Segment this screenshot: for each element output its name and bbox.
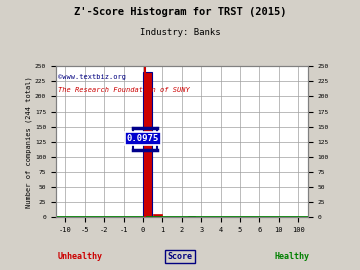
Text: 0.0975: 0.0975 bbox=[127, 134, 159, 143]
Bar bbox=[143, 72, 153, 217]
Text: ©www.textbiz.org: ©www.textbiz.org bbox=[58, 74, 126, 80]
Text: The Research Foundation of SUNY: The Research Foundation of SUNY bbox=[58, 87, 190, 93]
Y-axis label: Number of companies (244 total): Number of companies (244 total) bbox=[26, 76, 32, 208]
Bar bbox=[188, 216, 195, 217]
Text: Industry: Banks: Industry: Banks bbox=[140, 28, 220, 37]
Bar bbox=[153, 214, 162, 217]
Text: Z'-Score Histogram for TRST (2015): Z'-Score Histogram for TRST (2015) bbox=[74, 7, 286, 17]
Text: Healthy: Healthy bbox=[275, 252, 310, 261]
Text: Unhealthy: Unhealthy bbox=[58, 252, 103, 261]
Text: Score: Score bbox=[167, 252, 193, 261]
